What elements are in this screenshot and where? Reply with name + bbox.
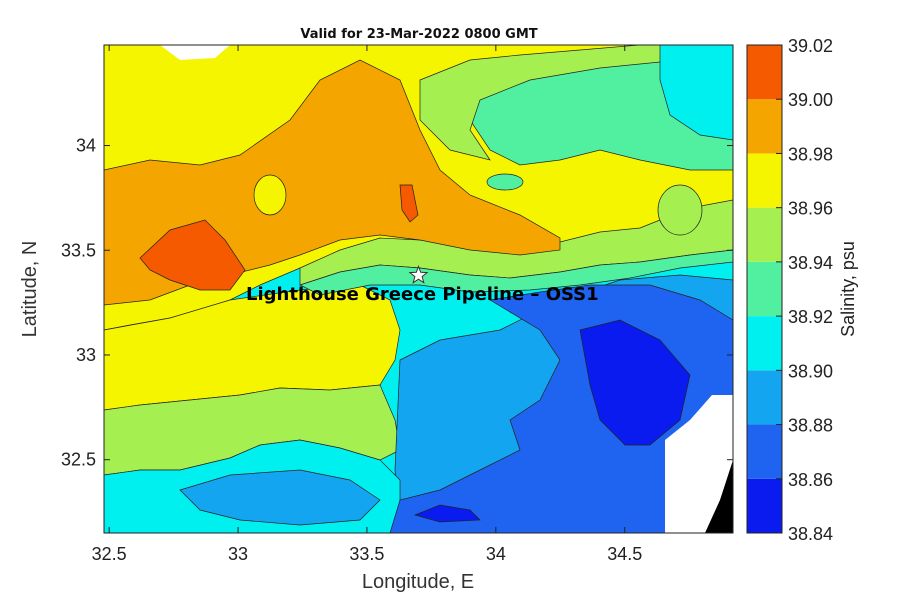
colorbar-band [747, 424, 782, 479]
region-lightblue-sw [179, 469, 381, 526]
x-tick-label: 33 [228, 544, 248, 564]
colorbar-band [747, 99, 782, 154]
chart-title: Valid for 23-Mar-2022 0800 GMT [300, 27, 537, 42]
colorbar-tick-label: 39.02 [788, 36, 833, 56]
colorbar-tick-label: 38.92 [788, 307, 833, 327]
x-tick-label: 33.5 [349, 544, 384, 564]
colorbar-band [747, 153, 782, 208]
x-tick-label: 34 [486, 544, 506, 564]
x-axis-ticks: 32.5 33 33.5 34 34.5 [92, 45, 642, 564]
x-tick-label: 32.5 [92, 544, 127, 564]
colorbar-band [747, 478, 782, 533]
y-axis-label: Latitude, N [19, 241, 41, 338]
colorbar-tick-label: 38.94 [788, 253, 833, 273]
y-tick-label: 32.5 [61, 450, 96, 470]
colorbar-label: Salinity, psu [838, 241, 858, 337]
star-marker [408, 264, 429, 284]
location-label: Lighthouse Greece Pipeline – OSS1 [246, 284, 599, 305]
region-green-ne [419, 45, 733, 161]
colorbar-band [747, 316, 782, 371]
colorbar-tick-label: 38.90 [788, 361, 833, 381]
feature-yellow-blob [253, 174, 287, 216]
region-darkblue-core [579, 319, 691, 446]
colorbar-tick-label: 38.98 [788, 144, 833, 164]
colorbar-tick-label: 38.96 [788, 199, 833, 219]
colorbar-tick-label: 39.00 [788, 90, 833, 110]
colorbar-band [747, 261, 782, 317]
no-data-se [665, 395, 733, 533]
no-data-top [160, 45, 230, 60]
region-darkorange-west [139, 219, 246, 291]
x-axis-label: Longitude, E [362, 571, 474, 593]
feature-cyan-blob [657, 184, 703, 236]
colorbar-tick-label: 38.88 [788, 416, 833, 436]
colorbar: 38.84 38.86 38.88 38.90 38.92 38.94 38.96 38.98… [746, 36, 833, 544]
location-marker [408, 264, 429, 284]
land-se [705, 460, 733, 533]
feature-seagreen-blob [486, 173, 524, 191]
region-darkorange-central [399, 184, 419, 223]
contour-field [104, 45, 733, 533]
colorbar-band [747, 45, 782, 100]
y-tick-label: 34 [76, 136, 96, 156]
x-tick-label: 34.5 [607, 544, 642, 564]
colorbar-tick-label: 38.84 [788, 524, 833, 544]
y-axis-ticks: 32.5 33 33.5 34 [61, 136, 733, 470]
colorbar-band [747, 370, 782, 425]
region-seagreen-front [299, 249, 733, 296]
colorbar-frame [746, 44, 783, 534]
region-darkblue-south [413, 504, 481, 523]
plot-frame [103, 44, 734, 534]
colorbar-band [747, 207, 782, 262]
colorbar-tick-label: 38.86 [788, 470, 833, 490]
y-tick-label: 33 [76, 345, 96, 365]
region-cyan-ne [659, 45, 733, 141]
y-tick-label: 33.5 [61, 240, 96, 260]
